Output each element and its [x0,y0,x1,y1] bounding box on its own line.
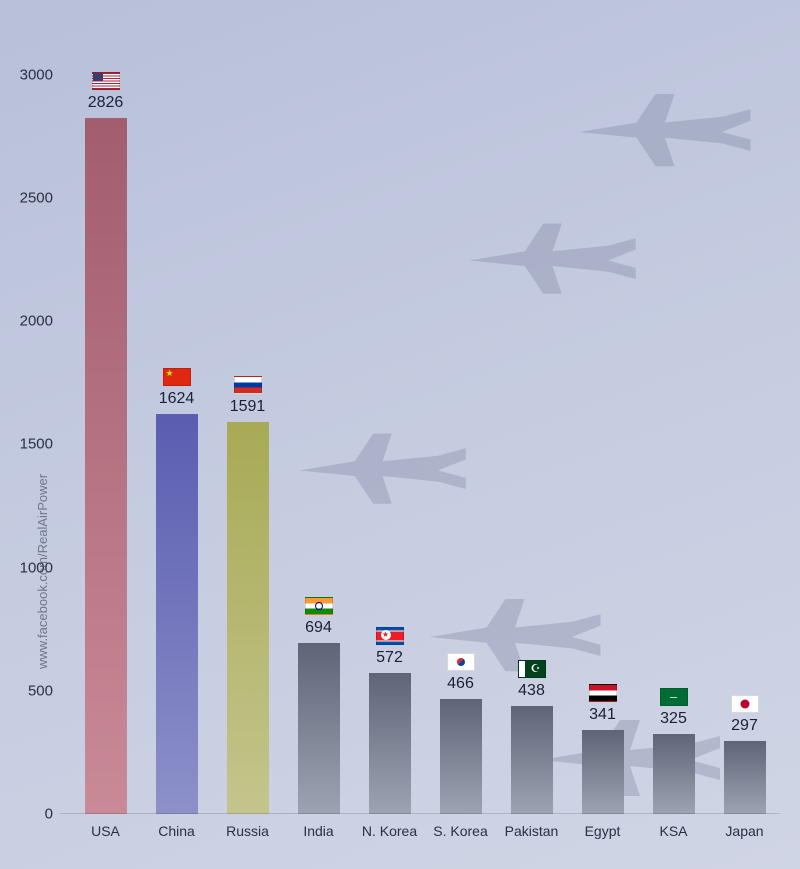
bar-slot: 341 [567,50,638,814]
x-label: India [283,823,354,839]
y-axis: 050010001500200025003000 [60,50,61,814]
watermark-text: www.facebook.com/RealAirPower [35,474,50,669]
bar-value-label: 325 [660,710,687,728]
y-tick-label: 0 [45,806,53,823]
bar-value-label: 2826 [88,94,124,112]
usa-flag-icon [92,72,120,90]
x-label: N. Korea [354,823,425,839]
x-axis-labels: USAChinaRussiaIndiaN. KoreaS. KoreaPakis… [70,823,780,839]
japan-flag-icon [731,695,759,713]
bar-ksa [653,734,695,814]
x-label: S. Korea [425,823,496,839]
x-label: KSA [638,823,709,839]
bar-value-label: 1591 [230,398,266,416]
nkorea-flag-icon [376,627,404,645]
bar-nkorea [369,673,411,814]
y-tick-label: 500 [28,682,53,699]
bar-value-label: 694 [305,619,332,637]
bar-slot: 1624 [141,50,212,814]
ksa-flag-icon [660,688,688,706]
bar-value-label: 466 [447,675,474,693]
bar-slot: 572 [354,50,425,814]
bar-value-label: 438 [518,682,545,700]
bar-japan [724,741,766,814]
bar-slot: 1591 [212,50,283,814]
y-tick-label: 2000 [20,313,53,330]
y-tick-label: 1500 [20,436,53,453]
bar-value-label: 297 [731,717,758,735]
egypt-flag-icon [589,684,617,702]
bar-slot: 325 [638,50,709,814]
bar-value-label: 572 [376,649,403,667]
bar-value-label: 1624 [159,390,195,408]
russia-flag-icon [234,376,262,394]
bar-usa [85,118,127,814]
bar-slot: 466 [425,50,496,814]
bar-china [156,414,198,814]
bar-slot: 297 [709,50,780,814]
bar-chart: 050010001500200025003000 2826 1624 1591 694… [60,50,780,814]
x-label: China [141,823,212,839]
bar-value-label: 341 [589,706,616,724]
pakistan-flag-icon [518,660,546,678]
bar-skorea [440,699,482,814]
bar-slot: 694 [283,50,354,814]
china-flag-icon [163,368,191,386]
x-label: Pakistan [496,823,567,839]
bar-russia [227,422,269,814]
skorea-flag-icon [447,653,475,671]
x-label: USA [70,823,141,839]
bar-slot: 2826 [70,50,141,814]
x-axis-baseline [60,813,780,814]
bars-container: 2826 1624 1591 694 572 466 438 341 325 297 [70,50,780,814]
india-flag-icon [305,597,333,615]
y-tick-label: 3000 [20,66,53,83]
bar-india [298,643,340,814]
bar-egypt [582,730,624,814]
bar-slot: 438 [496,50,567,814]
y-tick-label: 2500 [20,189,53,206]
x-label: Egypt [567,823,638,839]
x-label: Russia [212,823,283,839]
x-label: Japan [709,823,780,839]
bar-pakistan [511,706,553,814]
